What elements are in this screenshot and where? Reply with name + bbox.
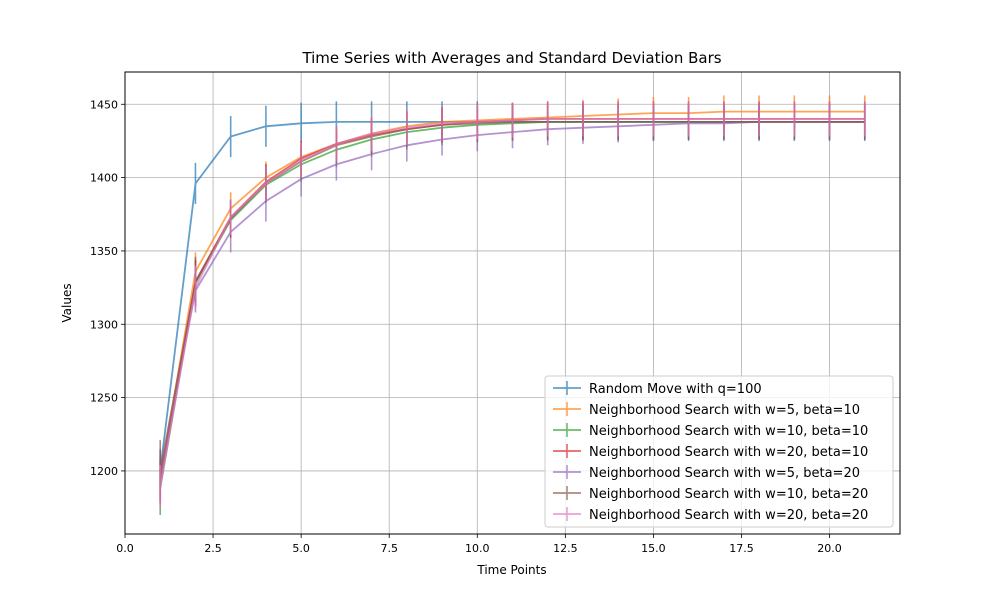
x-tick-label: 0.0 xyxy=(116,542,134,555)
series-layer xyxy=(159,95,866,515)
legend-label: Neighborhood Search with w=20, beta=20 xyxy=(589,508,868,523)
legend-label: Neighborhood Search with w=10, beta=20 xyxy=(589,487,868,502)
x-tick-label: 5.0 xyxy=(292,542,310,555)
x-tick-label: 20.0 xyxy=(817,542,842,555)
legend-entry: Neighborhood Search with w=10, beta=20 xyxy=(553,486,868,502)
y-tick-label: 1250 xyxy=(90,392,118,405)
legend-label: Neighborhood Search with w=5, beta=10 xyxy=(589,403,860,418)
legend-label: Neighborhood Search with w=20, beta=10 xyxy=(589,445,868,460)
x-axis-ticks: 0.0 2.5 5.0 7.5 10.0 12.5 15.0 17.5 20.0 xyxy=(116,534,842,555)
legend-swatch xyxy=(553,423,581,437)
legend-entry: Neighborhood Search with w=5, beta=10 xyxy=(553,402,860,418)
y-tick-label: 1300 xyxy=(90,318,118,331)
x-tick-label: 7.5 xyxy=(380,542,398,555)
legend-swatch xyxy=(553,444,581,458)
x-tick-label: 10.0 xyxy=(465,542,490,555)
legend-swatch xyxy=(553,465,581,479)
x-tick-label: 15.0 xyxy=(641,542,666,555)
legend: Random Move with q=100 Neighborhood Searc… xyxy=(544,375,894,528)
legend-entry: Neighborhood Search with w=20, beta=20 xyxy=(553,507,868,523)
x-tick-label: 2.5 xyxy=(204,542,222,555)
legend-label: Neighborhood Search with w=5, beta=20 xyxy=(589,466,860,481)
x-tick-label: 12.5 xyxy=(553,542,578,555)
y-tick-label: 1400 xyxy=(90,172,118,185)
legend-entry: Random Move with q=100 xyxy=(553,381,762,397)
legend-label: Neighborhood Search with w=10, beta=10 xyxy=(589,424,868,439)
legend-swatch xyxy=(553,507,581,521)
legend-box xyxy=(544,375,894,528)
legend-swatch xyxy=(553,402,581,416)
y-axis-ticks: 1200 1250 1300 1350 1400 1450 xyxy=(90,98,125,478)
x-tick-label: 17.5 xyxy=(729,542,754,555)
legend-label: Random Move with q=100 xyxy=(589,382,762,397)
legend-swatch xyxy=(553,486,581,500)
y-tick-label: 1200 xyxy=(90,465,118,478)
chart-title: Time Series with Averages and Standard D… xyxy=(301,49,721,67)
legend-entry: Neighborhood Search with w=5, beta=20 xyxy=(553,465,860,481)
y-tick-label: 1450 xyxy=(90,98,118,111)
plot-frame xyxy=(124,71,901,535)
legend-entry: Neighborhood Search with w=20, beta=10 xyxy=(553,444,868,460)
y-axis-label: Values xyxy=(60,283,74,322)
y-tick-label: 1350 xyxy=(90,245,118,258)
legend-swatch xyxy=(553,381,581,395)
x-axis-label: Time Points xyxy=(476,563,546,577)
series-7 xyxy=(159,101,866,510)
legend-entry: Neighborhood Search with w=10, beta=10 xyxy=(553,423,868,439)
